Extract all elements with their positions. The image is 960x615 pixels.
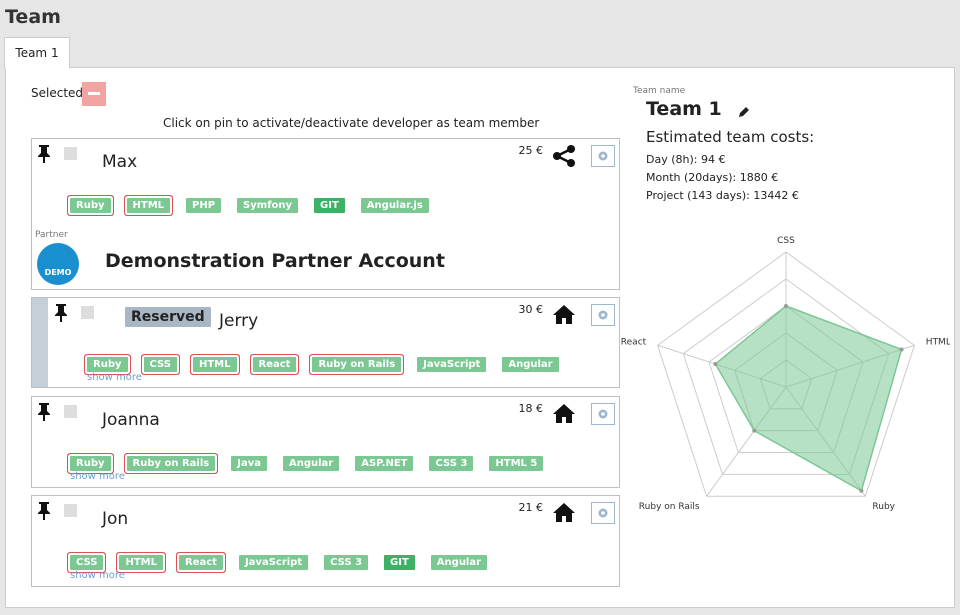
share-icon[interactable]	[553, 145, 577, 167]
axis-label: Ruby on Rails	[639, 502, 700, 512]
selected-indicator[interactable]	[82, 82, 106, 106]
costs-title: Estimated team costs:	[646, 128, 815, 146]
hint: Click on pin to activate/deactivate deve…	[163, 116, 540, 130]
gear-icon	[598, 310, 608, 320]
skill-tag: ASP.NET	[355, 456, 414, 471]
axis-label: HTML	[926, 338, 950, 348]
skill-tag: Ruby on Rails	[126, 456, 216, 471]
skill-tag: HTML 5	[489, 456, 544, 471]
partner-logo: DEMO	[37, 243, 79, 285]
settings-button[interactable]	[591, 403, 615, 425]
pin[interactable]	[36, 501, 52, 521]
skill-point	[899, 347, 904, 352]
show-more[interactable]: show more	[70, 570, 125, 581]
pin[interactable]	[53, 303, 69, 323]
rate: 25 €	[518, 144, 544, 157]
tag-row: Ruby HTML PHP Symfony GIT Angular.js	[70, 193, 445, 213]
reserved-bar	[32, 298, 48, 387]
pin[interactable]	[36, 144, 52, 164]
rate: 30 €	[518, 303, 544, 316]
skills-chart: CSS HTML Ruby Ruby on Rails React	[621, 236, 950, 512]
cost-line: Day (8h): 94 €	[646, 153, 726, 166]
tag-row: Ruby Ruby on Rails Java Angular ASP.NET CSS 3…	[70, 451, 559, 482]
axis-label: CSS	[777, 236, 795, 246]
skill-tag: Java	[231, 456, 267, 471]
checkbox[interactable]	[81, 306, 94, 319]
partner-name: Demonstration Partner Account	[105, 250, 445, 272]
developer-name: Max	[102, 152, 138, 172]
show-more[interactable]: show more	[70, 471, 125, 482]
skill-tag: HTML	[192, 357, 237, 372]
developer-card: Max 25 € Ruby HTML PHP Symfony GIT Angular.js Pa…	[31, 138, 620, 290]
grid-ring	[657, 251, 915, 497]
team-name: Team 1	[646, 98, 722, 120]
skill-tag: React	[252, 357, 297, 372]
tag-row: Ruby CSS HTML React Ruby on Rails JavaScript A…	[87, 352, 575, 383]
developer-card: Jon 21 € CSS HTML React JavaScript CSS 3 GIT Ang…	[31, 495, 620, 587]
logo-text: DEMO	[44, 268, 72, 277]
cost-line: Month (20days): 1880 €	[646, 171, 779, 184]
skill-tag: PHP	[186, 198, 222, 213]
skill-point	[713, 362, 718, 367]
gear-icon	[598, 151, 608, 161]
minus	[88, 92, 100, 95]
skill-tag: Angular	[282, 456, 340, 471]
settings-button[interactable]	[591, 145, 615, 167]
home-icon[interactable]	[553, 304, 577, 326]
skill-tag: Ruby on Rails	[312, 357, 402, 372]
developer-card: Joanna 18 € Ruby Ruby on Rails Java Angular AS…	[31, 396, 620, 488]
partner-label: Partner	[35, 230, 68, 240]
settings-button[interactable]	[591, 502, 615, 524]
skill-tag: HTML	[126, 198, 171, 213]
axis-label: Ruby	[872, 502, 895, 512]
skill-tag: Ruby	[70, 198, 111, 213]
skill-tag: React	[179, 555, 223, 570]
skill-tag: Ruby	[70, 456, 111, 471]
skill-area	[714, 305, 903, 492]
skill-tag: HTML	[119, 555, 163, 570]
page-title: Team	[5, 6, 61, 28]
skill-tag: GIT	[314, 198, 345, 213]
skill-tag: CSS	[70, 555, 104, 570]
gear-icon	[598, 409, 608, 419]
skill-tag: Angular.js	[360, 198, 429, 213]
rate: 18 €	[518, 402, 544, 415]
team-name-label: Team name	[633, 86, 686, 96]
skill-tag: Angular	[430, 555, 488, 570]
home-icon[interactable]	[553, 403, 577, 425]
skill-point	[752, 428, 757, 433]
skill-tag: CSS	[143, 357, 177, 372]
axis-label: React	[621, 338, 647, 348]
developer-name: Jon	[102, 509, 129, 529]
gear-icon	[598, 508, 608, 518]
rate: 21 €	[518, 501, 544, 514]
pin[interactable]	[36, 402, 52, 422]
show-more[interactable]: show more	[87, 372, 142, 383]
tab[interactable]: Team 1	[4, 37, 70, 68]
skill-tag: Symfony	[237, 198, 299, 213]
developer-card: Reserved Jerry 30 € Ruby CSS HTML React Ruby on…	[31, 297, 620, 388]
developer-name: Jerry	[219, 311, 259, 331]
reserved-badge: Reserved	[125, 307, 211, 327]
skill-point	[859, 488, 864, 493]
cost-line: Project (143 days): 13442 €	[646, 189, 799, 202]
skill-point	[784, 304, 788, 308]
checkbox[interactable]	[64, 147, 77, 160]
skill-tag: CSS 3	[324, 555, 369, 570]
home-icon[interactable]	[553, 502, 577, 524]
skill-tag: Angular	[502, 357, 559, 372]
edit-icon[interactable]	[738, 106, 750, 118]
checkbox[interactable]	[64, 405, 77, 418]
skill-tag: Ruby	[87, 357, 128, 372]
checkbox[interactable]	[64, 504, 77, 517]
skill-tag: GIT	[384, 555, 415, 570]
skill-tag: CSS 3	[429, 456, 474, 471]
tag-row: CSS HTML React JavaScript CSS 3 GIT Angular sho…	[70, 550, 503, 581]
developer-name: Joanna	[102, 410, 160, 430]
selected-label: Selected:	[31, 86, 88, 100]
skill-tag: JavaScript	[238, 555, 309, 570]
settings-button[interactable]	[591, 304, 615, 326]
skill-tag: JavaScript	[417, 357, 487, 372]
